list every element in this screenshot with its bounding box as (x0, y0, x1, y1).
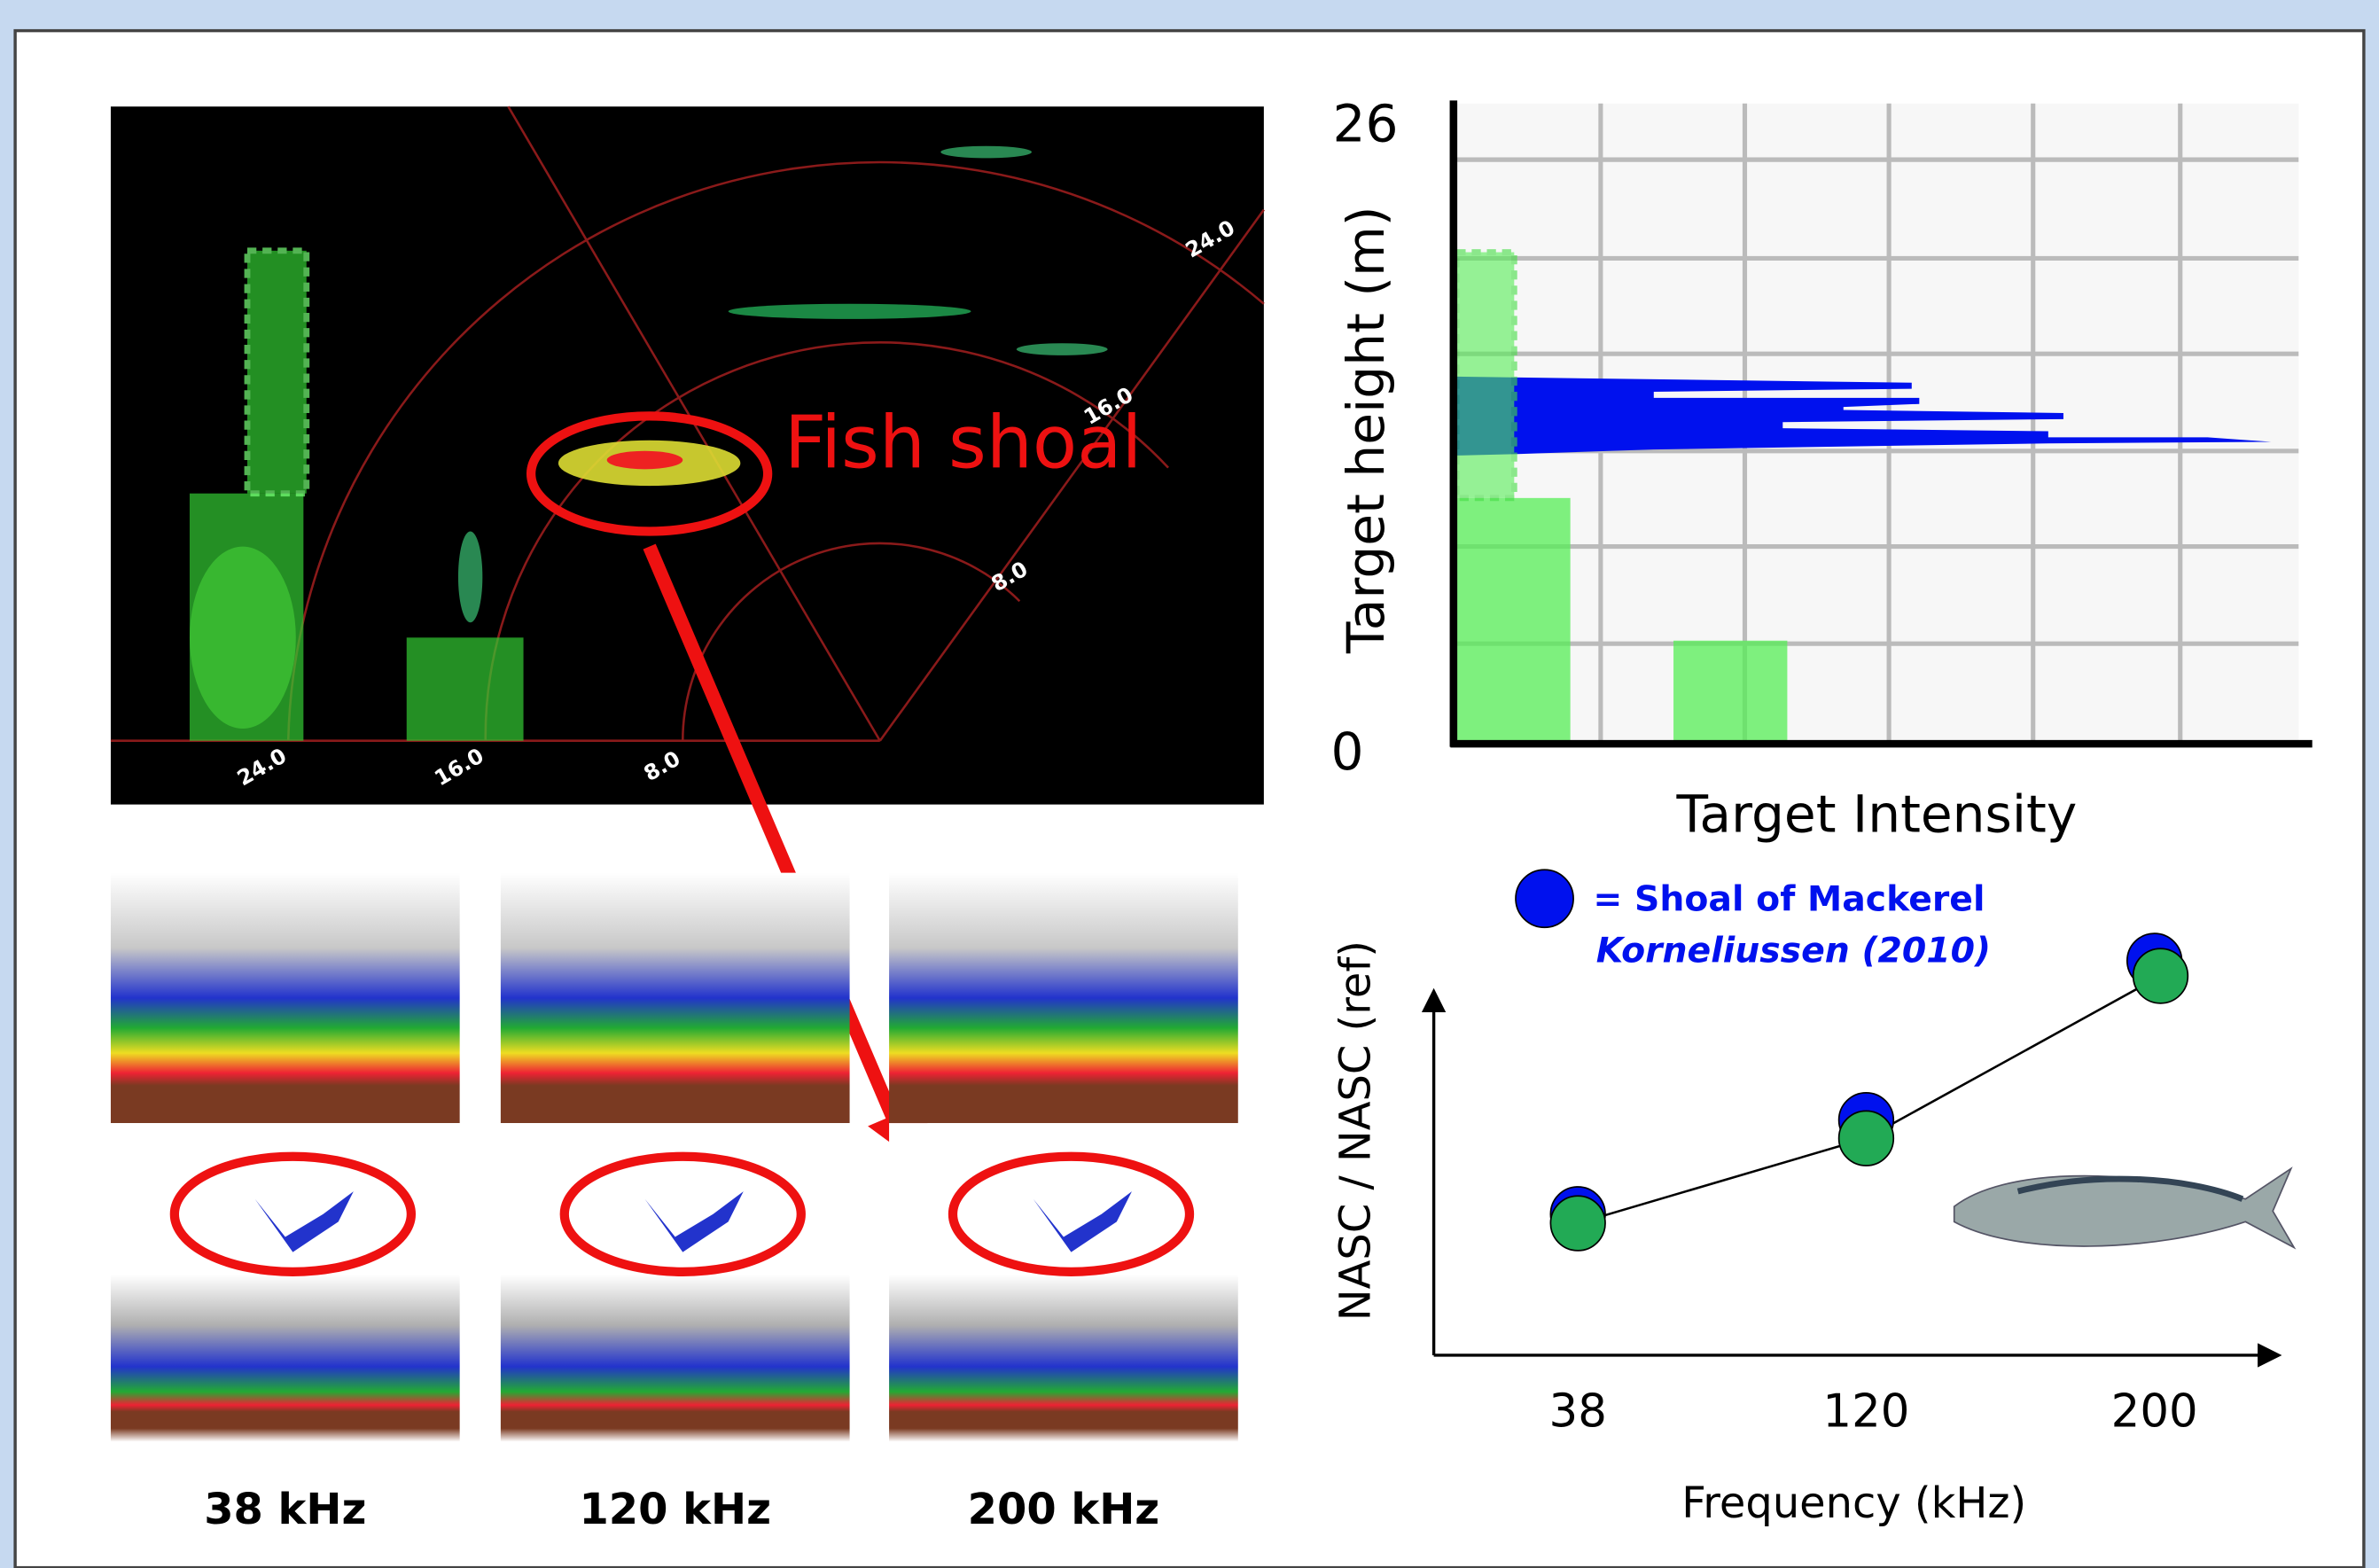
height-profile: 26 0 Target height (m) Target Intensity (1331, 94, 2313, 845)
x-tick-label: 200 (2111, 1385, 2198, 1438)
echogram-label: 200 kHz (968, 1486, 1160, 1534)
echogram-part (889, 873, 1238, 1123)
sonar-panel: 24.0 16.0 8.0 24.0 16.0 8.0 Fish shoal (111, 106, 1264, 804)
echograms: 38 kHz 120 kHz 200 kHz (111, 873, 1238, 1534)
echogram-label: 120 kHz (579, 1486, 771, 1534)
y-axis-label: NASC / NASC (ref) (1332, 940, 1381, 1321)
y-top-label: 26 (1333, 94, 1399, 154)
figure: 24.0 16.0 8.0 24.0 16.0 8.0 Fish shoal 3… (0, 0, 2379, 1568)
legend-entry: = Shoal of Mackerel (1593, 878, 1985, 919)
echogram-part (111, 1275, 460, 1441)
y-bottom-label: 0 (1331, 722, 1364, 782)
echogram-part (111, 873, 460, 1123)
annotation: Fish shoal (784, 402, 1142, 486)
x-axis-label: Target Intensity (1676, 784, 2078, 844)
x-axis-label: Frequency (kHz) (1681, 1479, 2026, 1528)
echogram-part (889, 1275, 1238, 1441)
legend-source: Korneliussen (2010) (1596, 931, 1991, 971)
echogram-part (501, 873, 850, 1123)
page: {"sonar":{"range_labels_bottom":["24.0",… (0, 0, 2379, 1568)
x-tick-label: 38 (1549, 1385, 1607, 1438)
echogram-label: 38 kHz (204, 1486, 366, 1534)
y-axis-label: Target height (m) (1336, 207, 1396, 655)
echogram-part (501, 1275, 850, 1441)
x-tick-label: 120 (1822, 1385, 1909, 1438)
